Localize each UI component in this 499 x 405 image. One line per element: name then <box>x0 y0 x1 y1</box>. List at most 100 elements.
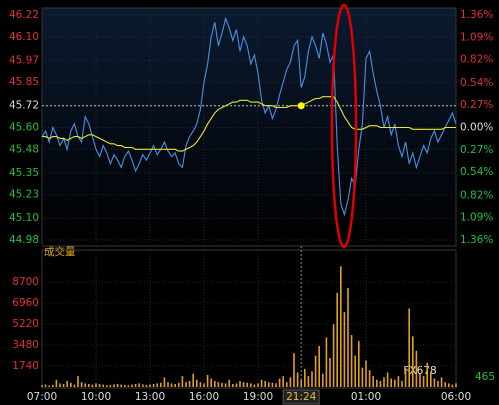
volume-bar <box>232 383 234 387</box>
volume-bar <box>455 383 457 387</box>
volume-bar <box>401 380 403 387</box>
y2-tick-label: 1.36% <box>460 9 493 21</box>
volume-bar <box>196 379 198 387</box>
volume-bar <box>52 384 54 387</box>
volume-bar <box>199 382 202 387</box>
volume-bar <box>98 383 101 387</box>
series-line <box>41 16 457 217</box>
volume-panel <box>41 249 457 389</box>
volume-bar <box>181 376 184 387</box>
volume-bar <box>361 367 364 387</box>
volume-bar <box>437 380 439 387</box>
volume-bar <box>408 308 410 387</box>
volume-bar <box>444 382 446 387</box>
volume-bar <box>383 377 385 387</box>
volume-bar <box>451 384 454 387</box>
volume-bar <box>95 383 97 387</box>
volume-bar <box>174 383 176 387</box>
volume-bar <box>203 383 205 387</box>
y-tick-label: 45.23 <box>9 189 39 201</box>
x-tick-label: 01:00 <box>351 391 381 403</box>
volume-bar <box>80 382 83 387</box>
volume-bar <box>286 382 288 387</box>
volume-bar <box>106 385 108 387</box>
volume-bar <box>160 382 162 387</box>
volume-bar <box>397 376 400 387</box>
x-tick-label: 10:00 <box>81 391 111 403</box>
volume-tick-label: 3480 <box>12 339 39 351</box>
volume-bar <box>293 353 295 387</box>
x-tick-label: 06:00 <box>441 391 471 403</box>
volume-bar <box>268 382 270 387</box>
volume-bar <box>48 385 50 387</box>
y2-tick-label: 0.54% <box>460 166 493 178</box>
volume-tick-label: 8700 <box>12 276 39 288</box>
volume-bar <box>170 383 173 387</box>
volume-bar <box>430 372 432 387</box>
volume-bar <box>376 379 378 387</box>
volume-bar <box>246 382 248 387</box>
volume-bar <box>354 355 356 387</box>
volume-bar <box>264 380 266 387</box>
volume-bar <box>178 382 180 387</box>
volume-bar <box>271 382 274 387</box>
volume-bar <box>163 377 166 387</box>
volume-bar <box>62 383 65 387</box>
volume-bar <box>73 384 76 387</box>
y-tick-label: 45.48 <box>9 143 39 155</box>
volume-bar <box>372 376 374 387</box>
volume-bar <box>329 358 331 387</box>
volume-bar <box>365 360 367 387</box>
volume-bar <box>224 383 227 387</box>
y2-tick-label: 0.27% <box>460 144 493 156</box>
volume-bar <box>289 377 292 387</box>
volume-bar <box>145 384 148 387</box>
volume-bar <box>343 312 346 387</box>
y2-tick-label: 0.82% <box>460 54 493 66</box>
volume-bar <box>340 266 342 387</box>
volume-bar <box>394 379 396 387</box>
volume-bar <box>120 384 122 387</box>
volume-bar <box>275 383 277 387</box>
crosshair-label-bg <box>282 389 320 405</box>
volume-bar <box>426 362 428 387</box>
volume-bar <box>242 382 245 387</box>
volume-bar <box>278 378 281 387</box>
volume-tick-label: 1740 <box>12 360 39 372</box>
volume-bar <box>296 372 299 387</box>
volume-bar <box>448 383 450 387</box>
volume-bar <box>156 383 158 387</box>
volume-bar <box>192 373 194 387</box>
volume-bar <box>347 288 349 387</box>
volume-bar <box>113 384 115 387</box>
volume-bar <box>131 384 133 387</box>
volume-title: 成交量 <box>44 245 76 258</box>
volume-bar <box>167 382 169 387</box>
volume-bar <box>404 367 407 387</box>
volume-bar <box>304 368 306 387</box>
annotation-ellipse <box>330 3 358 249</box>
volume-bar <box>368 370 371 387</box>
volume-bar <box>152 383 155 387</box>
volume-bar <box>66 380 68 387</box>
volume-bar <box>390 378 392 387</box>
y2-tick-label: 0.27% <box>460 99 493 111</box>
y-tick-label: 45.60 <box>9 122 39 134</box>
y-tick-label: 45.10 <box>9 212 39 224</box>
volume-bar <box>433 378 436 387</box>
volume-bar <box>44 384 47 387</box>
volume-bar <box>379 380 382 387</box>
volume-bar <box>260 379 263 387</box>
volume-bar <box>311 371 313 387</box>
volume-bar <box>84 383 86 387</box>
crosshair-dot <box>297 102 305 110</box>
volume-bar <box>314 355 317 387</box>
y-tick-label: 46.22 <box>9 9 39 21</box>
volume-bar <box>282 376 284 387</box>
volume-bar <box>102 384 104 387</box>
volume-bar <box>217 382 220 387</box>
x-tick-label: 19:00 <box>243 391 273 403</box>
volume-bar <box>59 383 61 387</box>
volume-bar <box>127 385 130 387</box>
volume-bar <box>235 383 238 387</box>
